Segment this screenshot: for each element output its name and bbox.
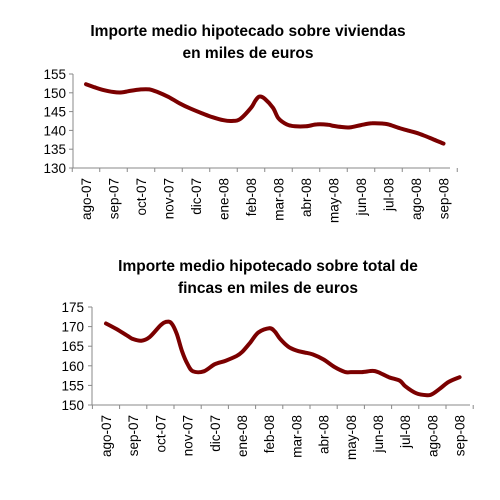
x-tick-label: oct-07 xyxy=(134,178,149,216)
y-tick-label: 170 xyxy=(61,320,84,335)
x-tick-label: jun-08 xyxy=(354,178,369,217)
x-tick-label: dic-07 xyxy=(208,415,223,452)
x-tick-label: feb-08 xyxy=(244,178,259,216)
x-tick-label: ene-08 xyxy=(235,415,250,457)
x-tick-label: feb-08 xyxy=(262,415,277,453)
chart-title-line-1: Importe medio hipotecado sobre total de xyxy=(118,258,418,275)
x-tick-label: jul-08 xyxy=(398,415,413,449)
x-tick-label: mar-08 xyxy=(289,415,304,458)
y-tick-label: 130 xyxy=(43,161,66,176)
x-tick-label: sep-07 xyxy=(126,415,141,456)
series-line xyxy=(84,82,446,146)
x-tick-label: nov-07 xyxy=(181,415,196,456)
y-tick-label: 150 xyxy=(61,398,84,413)
y-tick-label: 160 xyxy=(61,359,84,374)
x-tick-label: jun-08 xyxy=(371,415,386,454)
y-tick-label: 175 xyxy=(61,300,84,315)
x-tick-label: ago-07 xyxy=(79,178,94,220)
x-tick-label: ene-08 xyxy=(217,178,232,220)
x-tick-label: may-08 xyxy=(327,178,342,223)
y-tick-label: 150 xyxy=(43,86,66,101)
chart-title-line-1: Importe medio hipotecado sobre viviendas xyxy=(90,23,405,40)
x-tick-label: abr-08 xyxy=(317,415,332,454)
series-line xyxy=(104,319,462,398)
x-tick-label: nov-07 xyxy=(162,178,177,219)
x-tick-label: abr-08 xyxy=(299,178,314,217)
y-tick-label: 155 xyxy=(61,378,84,393)
x-tick-label: sep-08 xyxy=(453,415,468,456)
chart-title-line-2: fincas en miles de euros xyxy=(178,280,358,297)
x-tick-label: oct-07 xyxy=(153,415,168,453)
chart-title-line-2: en miles de euros xyxy=(183,45,314,62)
y-tick-label: 140 xyxy=(43,123,66,138)
chart-total-fincas: Importe medio hipotecado sobre total de … xyxy=(61,258,474,460)
x-tick-label: sep-07 xyxy=(107,178,122,219)
x-tick-label: jul-08 xyxy=(382,178,397,212)
y-tick-label: 145 xyxy=(43,105,66,120)
x-tick-label: sep-08 xyxy=(437,178,452,219)
y-tick-label: 135 xyxy=(43,142,66,157)
chart-viviendas: Importe medio hipotecado sobre viviendas… xyxy=(43,23,458,223)
x-tick-label: may-08 xyxy=(344,415,359,460)
y-tick-label: 155 xyxy=(43,67,66,82)
x-tick-label: mar-08 xyxy=(272,178,287,221)
x-tick-label: ago-07 xyxy=(99,415,114,457)
x-tick-label: dic-07 xyxy=(189,178,204,215)
x-tick-label: ago-08 xyxy=(425,415,440,457)
y-tick-label: 165 xyxy=(61,339,84,354)
x-tick-label: ago-08 xyxy=(409,178,424,220)
